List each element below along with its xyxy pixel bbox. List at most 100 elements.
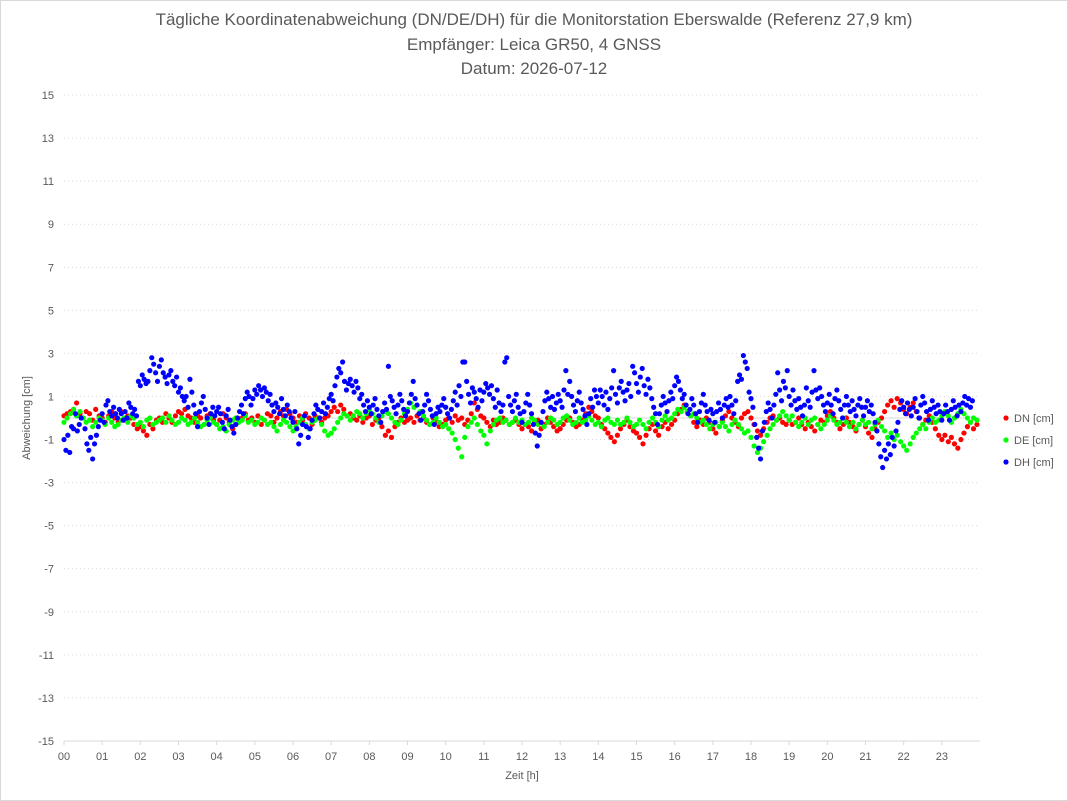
data-point [328, 408, 334, 415]
data-point [219, 419, 225, 425]
data-point [444, 411, 451, 417]
data-point [936, 432, 942, 438]
data-point [217, 411, 224, 417]
data-point [726, 428, 732, 434]
data-point [140, 428, 146, 434]
data-point [819, 393, 825, 400]
data-point [696, 408, 703, 415]
data-point [826, 391, 832, 397]
data-point [660, 393, 666, 400]
data-point [894, 396, 900, 402]
data-point [622, 398, 628, 404]
data-point [133, 413, 140, 419]
legend-label: DH [cm] [1014, 457, 1054, 469]
data-point [723, 396, 729, 402]
x-tick-label: 12 [516, 751, 528, 763]
y-tick-label: 9 [48, 219, 54, 231]
data-point [341, 378, 348, 384]
data-point [452, 413, 458, 419]
data-point [866, 408, 872, 415]
data-point [82, 426, 88, 432]
data-point [523, 400, 529, 406]
data-point [809, 389, 815, 395]
data-point [881, 428, 888, 434]
data-point [659, 417, 665, 423]
data-point [319, 421, 325, 428]
data-point [354, 417, 360, 423]
data-point [74, 428, 80, 434]
data-point [597, 387, 603, 393]
data-point [870, 411, 876, 417]
data-point [326, 396, 332, 402]
data-point [865, 430, 872, 436]
data-point [654, 421, 661, 428]
data-point [414, 402, 420, 408]
data-point [67, 449, 73, 456]
data-point [380, 408, 386, 415]
data-point [731, 411, 737, 417]
data-point [683, 402, 689, 408]
legend: DN [cm] DE [cm] DH [cm] [1003, 413, 1054, 469]
data-point [194, 424, 201, 430]
data-point [757, 456, 764, 462]
data-point [284, 402, 290, 408]
data-point [891, 404, 897, 410]
data-point [778, 398, 785, 404]
data-point [691, 402, 697, 408]
data-point [240, 411, 246, 417]
data-point [280, 406, 287, 412]
data-point [616, 385, 622, 391]
data-point [164, 380, 170, 387]
y-axis-ticks: 15 13 11 9 7 5 3 1 -1 -3 -5 -7 -9 -11 -13 -15 [38, 90, 54, 748]
data-point [553, 400, 559, 406]
data-point [815, 396, 821, 402]
data-point [567, 378, 573, 384]
data-point [416, 411, 422, 417]
data-point [559, 404, 565, 410]
data-point [70, 426, 77, 432]
data-point [633, 380, 640, 387]
y-tick-label: -3 [44, 478, 54, 490]
data-point [191, 402, 197, 408]
data-point [277, 411, 283, 417]
data-point [952, 404, 958, 410]
data-point [628, 393, 634, 400]
data-point [166, 372, 172, 378]
data-point [605, 430, 611, 436]
data-point [782, 385, 788, 391]
data-point [878, 424, 885, 430]
data-point [511, 398, 517, 404]
data-point [807, 404, 813, 410]
data-point [693, 411, 699, 417]
data-point [376, 413, 382, 419]
data-point [287, 424, 293, 430]
data-point [124, 415, 130, 421]
y-tick-label: 1 [48, 391, 54, 403]
data-point [851, 406, 857, 412]
data-point [715, 400, 722, 406]
data-point [459, 415, 465, 421]
data-point [439, 402, 445, 408]
data-point [974, 421, 980, 428]
data-point [446, 415, 453, 421]
x-tick-label: 00 [58, 751, 70, 763]
data-point [598, 424, 604, 430]
data-point [471, 389, 477, 395]
data-point [254, 391, 260, 397]
data-point [125, 419, 131, 425]
data-point [658, 402, 664, 408]
data-point [170, 378, 176, 384]
data-point [574, 398, 580, 404]
data-point [175, 389, 182, 395]
data-point [250, 396, 256, 402]
data-point [738, 426, 745, 432]
data-point [673, 374, 680, 380]
data-point [532, 430, 538, 436]
data-point [666, 398, 672, 404]
data-point [925, 417, 932, 423]
data-point [974, 417, 980, 423]
data-point [379, 424, 385, 430]
data-point [471, 415, 477, 421]
data-point [923, 426, 929, 432]
data-point [706, 417, 712, 423]
